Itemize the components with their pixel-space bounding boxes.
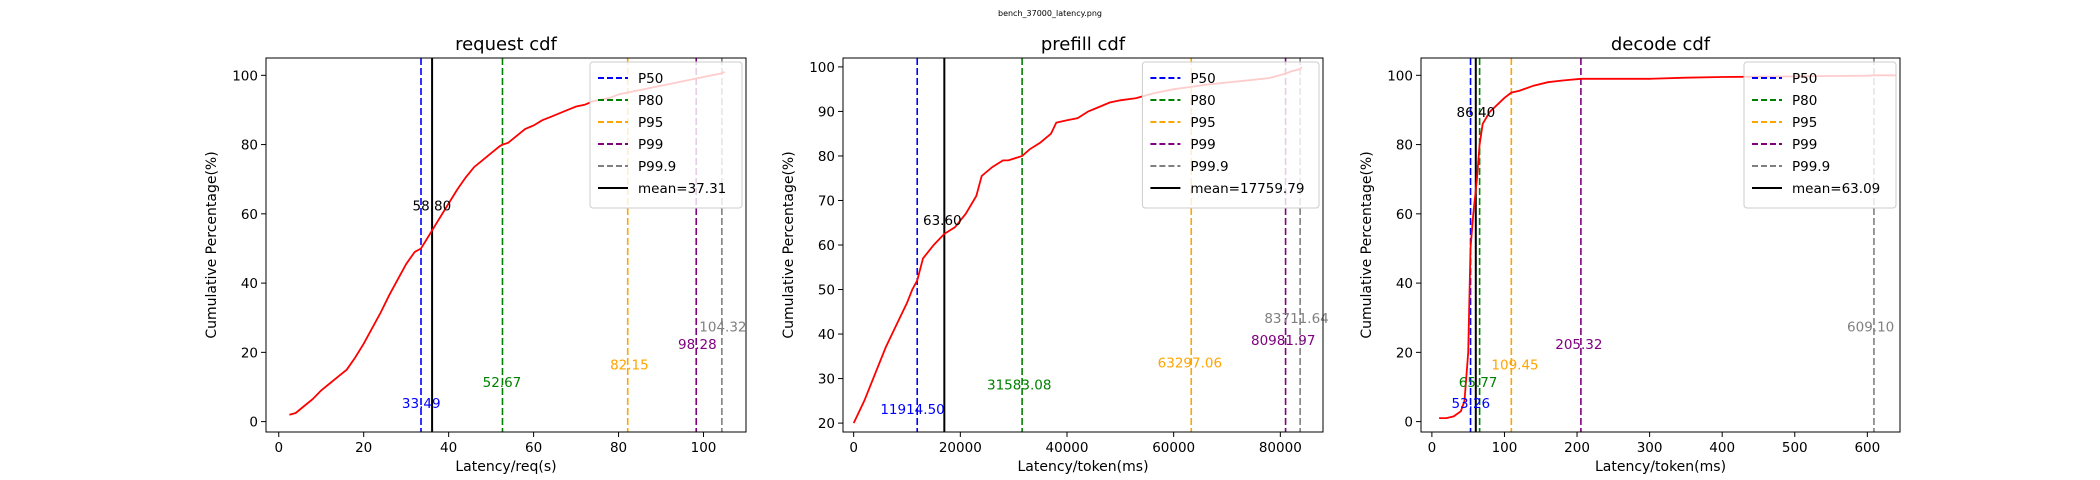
x-tick-label: 100 <box>691 440 717 456</box>
annotation-p50: 53.26 <box>1451 396 1490 412</box>
chart-title: request cdf <box>455 34 557 55</box>
y-tick-label: 100 <box>1387 68 1413 84</box>
x-tick-label: 100 <box>1492 440 1518 456</box>
annotation-p95: 82.15 <box>610 358 649 374</box>
annotation-p99-9: 609.10 <box>1847 320 1894 336</box>
legend-frame <box>1743 61 1897 209</box>
x-tick-label: 300 <box>1637 440 1663 456</box>
legend-entry: mean=37.31 <box>638 181 726 197</box>
y-tick-label: 0 <box>249 415 258 431</box>
y-tick-label: 60 <box>818 238 835 254</box>
legend-entry: P80 <box>1190 93 1215 109</box>
y-tick-label: 40 <box>241 276 258 292</box>
legend: P50 P80 P95 P99 P99.9 mean=63.09 <box>1743 61 1897 209</box>
y-tick-label: 30 <box>818 372 835 388</box>
legend-entry: P99.9 <box>1190 159 1228 175</box>
axes-frame <box>265 57 747 433</box>
x-axis-label: Latency/token(ms) <box>1017 459 1148 475</box>
legend-entry: P95 <box>638 115 663 131</box>
legend-entry: P99.9 <box>638 159 676 175</box>
legend-entry: P99 <box>1792 137 1817 153</box>
y-tick-label: 20 <box>818 416 835 432</box>
y-tick-label: 20 <box>241 345 258 361</box>
x-axis-label: Latency/token(ms) <box>1595 459 1726 475</box>
annotation-p80: 52.67 <box>483 375 522 391</box>
annotation-p99: 205.32 <box>1555 337 1602 353</box>
mean-annotation: 63.60 <box>923 213 962 229</box>
y-axis-label: Cumulative Percentage(%) <box>1359 151 1375 338</box>
y-tick-label: 80 <box>1396 138 1413 154</box>
annotation-p99: 80981.97 <box>1251 333 1315 349</box>
x-tick-label: 500 <box>1782 440 1808 456</box>
y-tick-label: 90 <box>818 104 835 120</box>
y-tick-label: 40 <box>818 327 835 343</box>
y-tick-label: 50 <box>818 283 835 299</box>
legend-entry: P50 <box>638 71 663 87</box>
annotation-p99-9: 83711.64 <box>1264 311 1328 327</box>
y-tick-label: 0 <box>1404 415 1413 431</box>
annotation-p95: 63297.06 <box>1158 355 1222 371</box>
chart-panel-1: prefill cdf 11914.50 31583.08 63297.06 80981… <box>781 34 1329 475</box>
y-tick-label: 60 <box>1396 207 1413 223</box>
x-tick-label: 80 <box>610 440 627 456</box>
annotation-p95: 109.45 <box>1491 358 1538 374</box>
legend-entry: P99 <box>1190 137 1215 153</box>
legend-entry: P95 <box>1190 115 1215 131</box>
y-tick-label: 80 <box>818 149 835 165</box>
y-tick-label: 100 <box>232 68 258 84</box>
y-tick-label: 70 <box>818 193 835 209</box>
annotation-p50: 33.49 <box>402 396 441 412</box>
axes-frame <box>1420 57 1901 433</box>
y-tick-label: 20 <box>1396 345 1413 361</box>
legend-entry: P99.9 <box>1792 159 1830 175</box>
legend-entry: P50 <box>1792 71 1817 87</box>
annotation-p99: 98.28 <box>678 337 717 353</box>
x-tick-label: 600 <box>1854 440 1880 456</box>
legend: P50 P80 P95 P99 P99.9 mean=37.31 <box>589 61 743 209</box>
annotation-p50: 11914.50 <box>880 402 944 418</box>
x-tick-label: 60000 <box>1152 440 1195 456</box>
legend-frame <box>589 61 743 209</box>
y-tick-label: 100 <box>809 60 835 76</box>
chart-title: prefill cdf <box>1041 34 1126 55</box>
x-tick-label: 20000 <box>939 440 982 456</box>
legend-entry: P80 <box>638 93 663 109</box>
legend-entry: P99 <box>638 137 663 153</box>
y-tick-label: 60 <box>241 207 258 223</box>
legend-entry: mean=63.09 <box>1792 181 1880 197</box>
annotation-p80: 65.77 <box>1459 375 1498 391</box>
y-tick-label: 80 <box>241 138 258 154</box>
y-tick-label: 40 <box>1396 276 1413 292</box>
legend-entry: mean=17759.79 <box>1190 181 1304 197</box>
x-tick-label: 200 <box>1564 440 1590 456</box>
x-axis-label: Latency/req(s) <box>455 459 556 475</box>
x-tick-label: 60 <box>525 440 542 456</box>
x-tick-label: 0 <box>1428 440 1437 456</box>
legend-frame <box>1141 61 1320 209</box>
annotation-p80: 31583.08 <box>987 378 1051 394</box>
legend-entry: P50 <box>1190 71 1215 87</box>
figure-suptitle: bench_37000_latency.png <box>998 9 1102 18</box>
legend-entry: P95 <box>1792 115 1817 131</box>
x-tick-label: 40 <box>440 440 457 456</box>
y-axis-label: Cumulative Percentage(%) <box>781 151 797 338</box>
x-tick-label: 0 <box>274 440 283 456</box>
x-tick-label: 40000 <box>1046 440 1089 456</box>
y-axis-label: Cumulative Percentage(%) <box>204 151 220 338</box>
x-tick-label: 80000 <box>1259 440 1302 456</box>
x-tick-label: 20 <box>355 440 372 456</box>
x-tick-label: 400 <box>1709 440 1735 456</box>
legend: P50 P80 P95 P99 P99.9 mean=17759.79 <box>1141 61 1320 209</box>
chart-title: decode cdf <box>1611 34 1711 55</box>
mean-annotation: 86.40 <box>1457 105 1496 121</box>
annotation-p99-9: 104.32 <box>699 320 746 336</box>
mean-annotation: 58.80 <box>413 198 452 214</box>
x-tick-label: 0 <box>849 440 858 456</box>
legend-entry: P80 <box>1792 93 1817 109</box>
